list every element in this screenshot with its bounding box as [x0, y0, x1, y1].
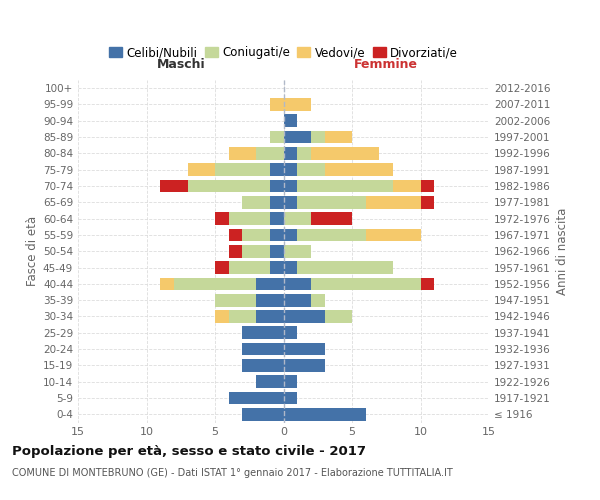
Bar [242, 359, 284, 372]
Bar [284, 196, 297, 208]
Bar [284, 408, 366, 420]
Bar [160, 278, 174, 290]
Bar [270, 261, 284, 274]
Bar [160, 180, 188, 192]
Bar [270, 130, 284, 143]
Text: Maschi: Maschi [157, 58, 205, 71]
Bar [229, 147, 256, 160]
Bar [311, 278, 421, 290]
Bar [270, 196, 284, 208]
Bar [256, 147, 284, 160]
Bar [284, 212, 311, 225]
Text: Femmine: Femmine [354, 58, 418, 71]
Bar [366, 228, 421, 241]
Bar [284, 392, 297, 404]
Bar [215, 294, 256, 306]
Bar [270, 164, 284, 176]
Y-axis label: Fasce di età: Fasce di età [26, 216, 39, 286]
Bar [215, 261, 229, 274]
Bar [311, 294, 325, 306]
Bar [325, 310, 352, 323]
Bar [421, 180, 434, 192]
Bar [242, 326, 284, 339]
Bar [325, 130, 352, 143]
Bar [284, 310, 325, 323]
Bar [421, 196, 434, 208]
Bar [270, 98, 284, 111]
Text: COMUNE DI MONTEBRUNO (GE) - Dati ISTAT 1° gennaio 2017 - Elaborazione TUTTITALIA: COMUNE DI MONTEBRUNO (GE) - Dati ISTAT 1… [12, 468, 453, 477]
Bar [284, 261, 297, 274]
Bar [256, 278, 284, 290]
Bar [242, 196, 270, 208]
Bar [297, 261, 393, 274]
Bar [174, 278, 256, 290]
Bar [188, 164, 215, 176]
Bar [229, 261, 270, 274]
Bar [366, 196, 421, 208]
Bar [270, 245, 284, 258]
Bar [311, 130, 325, 143]
Bar [215, 212, 229, 225]
Bar [284, 114, 297, 127]
Bar [188, 180, 270, 192]
Bar [270, 180, 284, 192]
Bar [242, 342, 284, 355]
Bar [256, 294, 284, 306]
Bar [393, 180, 421, 192]
Bar [229, 212, 270, 225]
Bar [256, 310, 284, 323]
Legend: Celibi/Nubili, Coniugati/e, Vedovi/e, Divorziati/e: Celibi/Nubili, Coniugati/e, Vedovi/e, Di… [104, 42, 463, 64]
Bar [270, 212, 284, 225]
Bar [284, 98, 311, 111]
Bar [215, 310, 229, 323]
Bar [284, 326, 297, 339]
Bar [297, 196, 366, 208]
Bar [311, 147, 379, 160]
Bar [242, 228, 270, 241]
Bar [297, 228, 366, 241]
Bar [325, 164, 393, 176]
Bar [284, 376, 297, 388]
Bar [229, 245, 242, 258]
Bar [229, 392, 284, 404]
Bar [284, 228, 297, 241]
Bar [284, 180, 297, 192]
Bar [284, 359, 325, 372]
Bar [215, 164, 270, 176]
Bar [284, 147, 297, 160]
Bar [229, 228, 242, 241]
Bar [421, 278, 434, 290]
Bar [297, 147, 311, 160]
Bar [311, 212, 352, 225]
Bar [284, 294, 311, 306]
Y-axis label: Anni di nascita: Anni di nascita [556, 208, 569, 295]
Bar [242, 408, 284, 420]
Bar [284, 342, 325, 355]
Bar [256, 376, 284, 388]
Text: Popolazione per età, sesso e stato civile - 2017: Popolazione per età, sesso e stato civil… [12, 445, 366, 458]
Bar [229, 310, 256, 323]
Bar [270, 228, 284, 241]
Bar [297, 180, 393, 192]
Bar [242, 245, 270, 258]
Bar [284, 245, 311, 258]
Bar [284, 278, 311, 290]
Bar [284, 164, 297, 176]
Bar [284, 130, 311, 143]
Bar [297, 164, 325, 176]
